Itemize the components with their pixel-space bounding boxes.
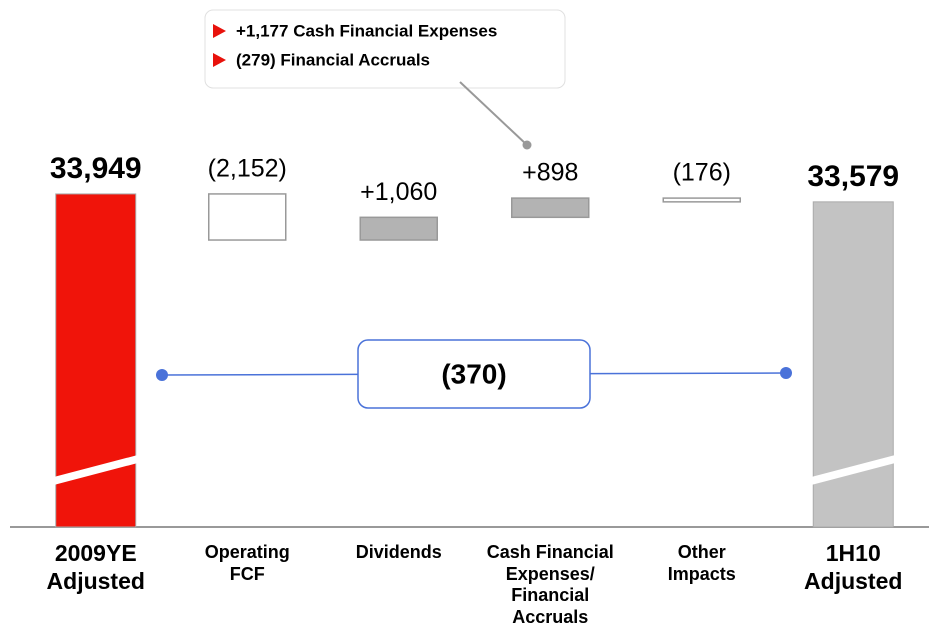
callout-text: +1,177 Cash Financial Expenses [236, 21, 497, 40]
bar [208, 193, 287, 241]
bar [55, 193, 137, 528]
value-label: 33,949 [50, 152, 142, 185]
connector-dot [522, 140, 532, 150]
callout-text: (279) Financial Accruals [236, 50, 430, 69]
value-label: (2,152) [208, 155, 287, 183]
value-label: 33,579 [807, 160, 899, 193]
bar [662, 197, 741, 203]
value-label: +898 [522, 159, 578, 187]
axis-break [811, 455, 896, 485]
x-tick-label: Other Impacts [667, 542, 736, 584]
x-tick-label: Operating FCF [204, 542, 290, 584]
bullet [213, 24, 226, 38]
value-label: (176) [673, 159, 731, 187]
total-box [357, 339, 591, 409]
axis-break [53, 455, 138, 485]
bullet [213, 53, 226, 67]
callout-box [204, 9, 566, 89]
x-tick-label: Cash Financial Expenses/ Financial Accru… [486, 542, 614, 627]
total-dot [156, 369, 168, 381]
x-tick-label: Dividends [355, 542, 442, 562]
bar [359, 216, 438, 241]
bar [511, 197, 590, 219]
total-dot [780, 367, 792, 379]
total-change: (370) [441, 358, 506, 389]
connector [459, 81, 528, 146]
x-tick-label: 1H10 Adjusted [804, 540, 903, 594]
x-tick-label: 2009YE Adjusted [46, 540, 145, 594]
value-label: +1,060 [360, 178, 437, 206]
